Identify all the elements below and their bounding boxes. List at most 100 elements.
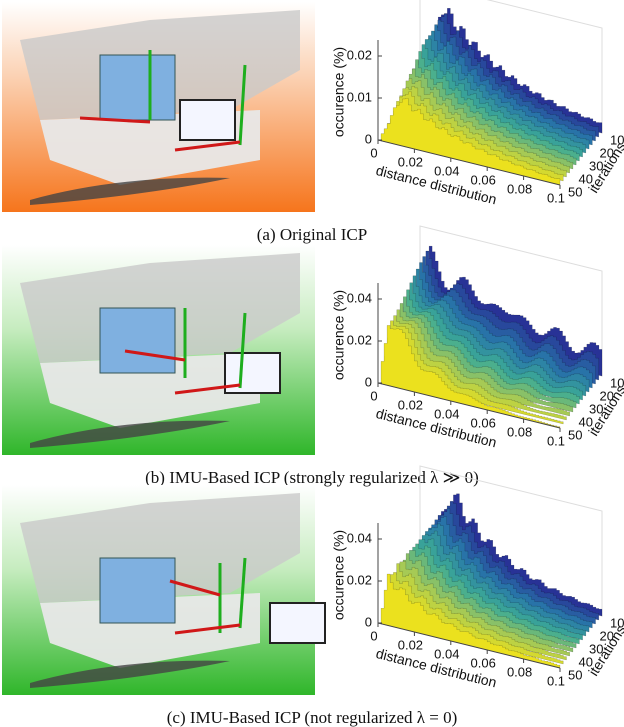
histogram-row: [381, 91, 564, 182]
y-tick-label: 0.04: [347, 530, 372, 545]
point-cloud-image: [2, 2, 315, 212]
scene-shadow: [30, 177, 230, 205]
histogram-row: [394, 550, 577, 649]
green-axis: [238, 64, 247, 146]
histogram-row: [413, 256, 596, 385]
histogram-row: [413, 19, 596, 142]
histogram-row: [410, 262, 593, 389]
x-axis: [377, 622, 561, 669]
x-tick-label: 0.1: [547, 190, 565, 205]
z-tick-label: 30: [589, 401, 603, 416]
y-tick-label: 0: [365, 374, 372, 389]
histogram-row: [384, 86, 567, 178]
monitor: [99, 54, 176, 121]
z-tick-label: 10: [610, 615, 624, 630]
histogram-row: [400, 538, 583, 641]
y-tick-label: 0.04: [347, 290, 372, 305]
laptop: [179, 99, 236, 141]
monitor: [99, 307, 176, 374]
histogram-row: [406, 268, 590, 393]
scene-shadow: [30, 660, 230, 688]
y-axis-label: occurence (%): [331, 47, 347, 137]
histogram-row: [387, 78, 570, 174]
histogram-row: [419, 8, 603, 134]
histogram-row: [407, 523, 590, 633]
histogram-row: [390, 553, 574, 653]
red-axis: [174, 383, 241, 395]
histogram-row: [394, 59, 577, 166]
scene-shadow: [30, 420, 230, 448]
histogram-row: [410, 516, 593, 629]
histogram-row: [397, 543, 580, 645]
x-axis: [377, 139, 561, 186]
histogram-row: [416, 13, 599, 138]
histogram-row: [403, 530, 587, 637]
z-tick-label: 50: [568, 667, 582, 682]
y-axis-label: occurence (%): [331, 290, 347, 380]
green-axis: [238, 312, 247, 389]
z-tick-label: 10: [610, 375, 624, 390]
scene-desk: [40, 593, 260, 668]
histogram-row: [397, 51, 580, 162]
x-tick-label: 0.06: [471, 415, 496, 430]
y-axis-label: occurence (%): [331, 530, 347, 620]
y-tick-label: 0.02: [347, 572, 372, 587]
z-tick-label: 20: [600, 388, 614, 403]
histogram-row: [403, 275, 587, 397]
z-tick-label: 30: [589, 641, 603, 656]
histogram-row: [416, 501, 599, 621]
x-tick-label: 0.08: [507, 424, 532, 439]
z-tick-label: 10: [610, 132, 624, 147]
z-tick-label: 50: [568, 427, 582, 442]
monitor: [99, 557, 176, 624]
red-axis: [79, 116, 151, 124]
x-tick-label: 0.1: [547, 673, 565, 688]
red-axis: [174, 140, 241, 152]
x-tick-label: 0.06: [471, 172, 496, 187]
laptop: [269, 602, 326, 644]
histogram-row: [387, 561, 570, 657]
z-tick-label: 50: [568, 184, 582, 199]
x-tick-label: 0.08: [507, 181, 532, 196]
histogram-row: [390, 68, 574, 170]
x-tick-label: 0.02: [398, 397, 423, 412]
point-cloud-image: [2, 485, 326, 695]
x-tick-label: 0.06: [471, 655, 496, 670]
y-tick-label: 0.01: [347, 89, 372, 104]
scene-desk: [40, 353, 260, 428]
scene-wall: [20, 493, 300, 603]
red-axis: [169, 579, 221, 597]
z-tick-label: 20: [600, 145, 614, 160]
x-tick-label: 0.02: [398, 637, 423, 652]
y-tick-label: 0.02: [347, 47, 372, 62]
histogram-row: [377, 573, 561, 669]
red-axis: [124, 349, 186, 362]
z-tick-label: 20: [600, 628, 614, 643]
x-tick-label: 0.02: [398, 154, 423, 169]
x-tick-label: 0.1: [547, 433, 565, 448]
caption: (c) IMU-Based ICP (not regularized λ = 0…: [167, 708, 458, 727]
z-tick-label: 40: [579, 171, 593, 186]
red-axis: [174, 623, 241, 635]
z-tick-label: 30: [589, 158, 603, 173]
histogram-row: [377, 325, 561, 429]
point-cloud-image: [2, 245, 315, 455]
y-tick-label: 0: [365, 614, 372, 629]
x-tick-label: 0: [370, 388, 377, 403]
green-axis: [238, 557, 247, 629]
x-tick-label: 0: [370, 145, 377, 160]
x-tick-label: 0.04: [434, 163, 459, 178]
caption: (b) IMU-Based ICP (strongly regularized …: [145, 468, 479, 487]
y-tick-label: 0.02: [347, 332, 372, 347]
y-tick-label: 0: [365, 131, 372, 146]
x-tick-label: 0.04: [434, 646, 459, 661]
x-tick-label: 0.04: [434, 406, 459, 421]
z-tick-label: 40: [579, 414, 593, 429]
z-tick-label: 40: [579, 654, 593, 669]
